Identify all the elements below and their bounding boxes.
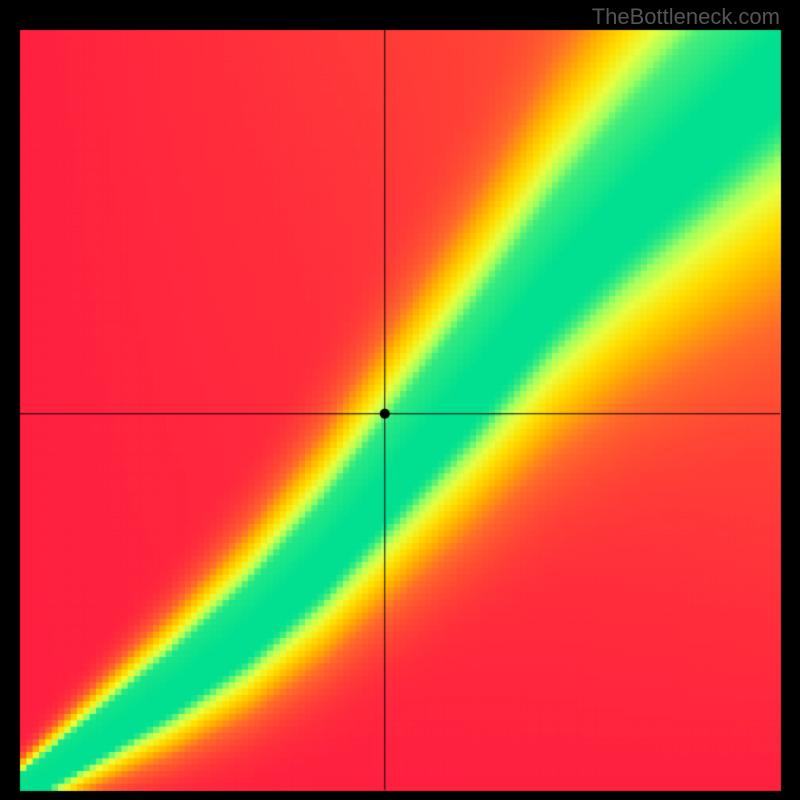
- bottleneck-heatmap: [0, 0, 800, 800]
- watermark-text: TheBottleneck.com: [592, 4, 780, 30]
- chart-container: TheBottleneck.com: [0, 0, 800, 800]
